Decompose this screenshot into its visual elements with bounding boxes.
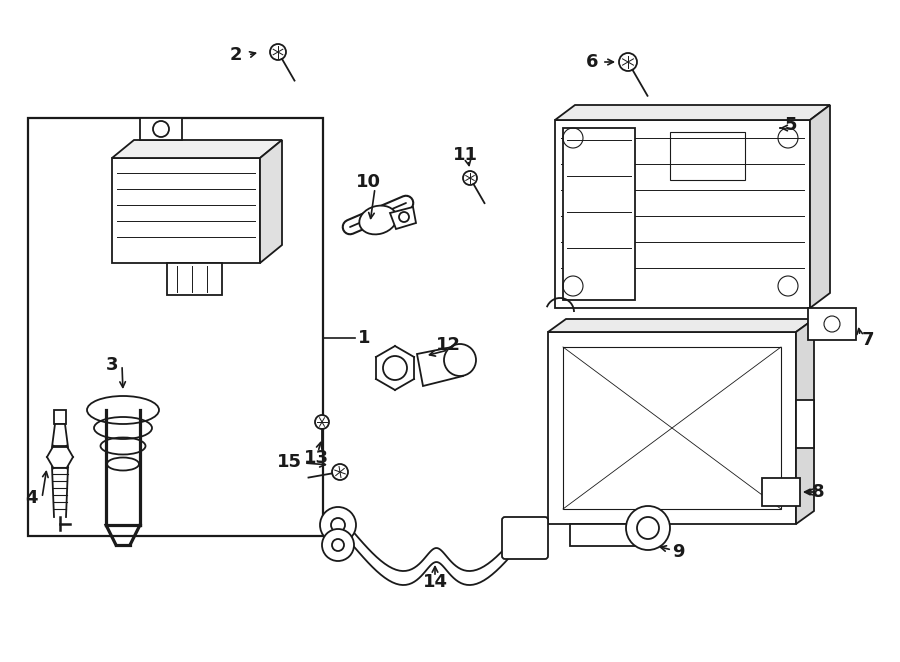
Text: 12: 12	[436, 336, 461, 354]
Polygon shape	[417, 346, 463, 386]
Text: 13: 13	[303, 449, 328, 467]
Text: 4: 4	[25, 489, 38, 507]
Circle shape	[315, 415, 329, 429]
Polygon shape	[555, 105, 830, 120]
Circle shape	[322, 529, 354, 561]
Text: 3: 3	[105, 356, 118, 374]
Text: 2: 2	[230, 46, 242, 64]
Ellipse shape	[359, 206, 397, 234]
Bar	[548, 332, 796, 524]
Polygon shape	[112, 140, 282, 158]
Bar	[555, 120, 810, 308]
Circle shape	[332, 464, 348, 480]
Text: 11: 11	[453, 146, 478, 164]
Circle shape	[463, 171, 477, 185]
Bar	[762, 478, 800, 506]
Bar	[140, 118, 182, 140]
Circle shape	[444, 344, 476, 376]
Polygon shape	[260, 140, 282, 263]
Circle shape	[320, 507, 356, 543]
Bar	[54, 410, 66, 424]
Polygon shape	[796, 319, 814, 524]
Bar	[563, 347, 781, 509]
Bar	[563, 128, 635, 300]
Polygon shape	[548, 319, 814, 332]
Text: 10: 10	[356, 173, 381, 191]
Bar	[112, 158, 260, 263]
Text: 14: 14	[422, 573, 447, 591]
Bar	[670, 132, 745, 180]
Text: 5: 5	[785, 116, 797, 134]
Circle shape	[626, 506, 670, 550]
Bar	[808, 308, 856, 340]
Bar	[796, 400, 814, 448]
Bar	[28, 118, 323, 536]
Text: 9: 9	[672, 543, 685, 561]
Text: 15: 15	[277, 453, 302, 471]
Text: 6: 6	[586, 53, 598, 71]
FancyBboxPatch shape	[502, 517, 548, 559]
Polygon shape	[52, 424, 68, 447]
Polygon shape	[810, 105, 830, 308]
Circle shape	[619, 53, 637, 71]
Text: 7: 7	[862, 331, 875, 349]
Text: 1: 1	[358, 329, 371, 347]
Bar	[167, 263, 222, 295]
Circle shape	[270, 44, 286, 60]
Text: 8: 8	[812, 483, 824, 501]
Bar	[570, 524, 645, 546]
Polygon shape	[390, 207, 416, 229]
